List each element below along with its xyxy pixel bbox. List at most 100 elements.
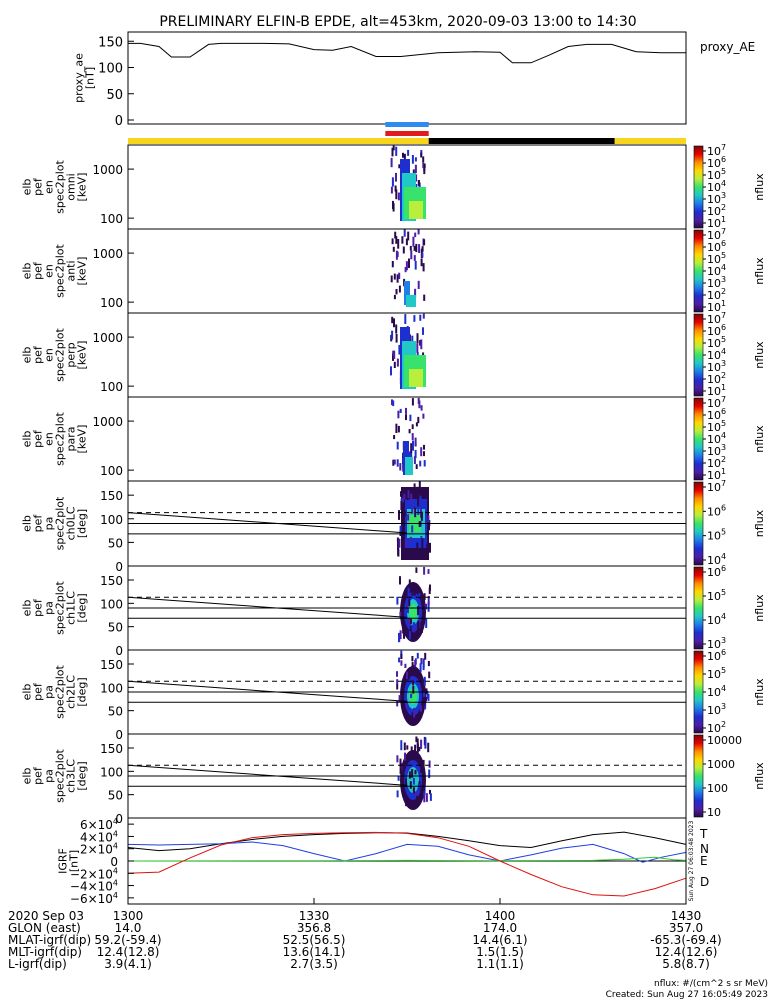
x-axis-value: 356.8 — [297, 921, 331, 935]
spectrogram-pixel — [427, 602, 430, 612]
spectrogram-pixel — [392, 353, 394, 361]
spectrogram-pixel — [420, 405, 423, 411]
spectrogram-pixel — [407, 618, 410, 624]
spectrogram-pixel — [410, 493, 413, 502]
spectrogram-pixel — [403, 493, 406, 499]
x-row-label: MLT-igrf(dip) — [8, 945, 82, 959]
spectrogram-pixel — [402, 693, 405, 701]
spectrogram-pixel — [414, 744, 417, 753]
spectrogram-pixel — [413, 315, 416, 322]
spectrogram-pixel — [427, 742, 430, 753]
colorbar-tick-exponent: 3 — [721, 275, 726, 284]
igrf-y-tick-label: −2×104 — [70, 866, 118, 881]
ylabel-en_anti-0: elb — [21, 263, 34, 280]
colorbar-tick-exponent: 5 — [721, 528, 726, 537]
ylabel-pa_ch0LC-1: pef — [32, 514, 45, 533]
spectrogram-pixel — [416, 343, 419, 353]
spectrogram-pixel — [423, 460, 426, 467]
loss-cone-line — [127, 764, 408, 786]
y-tick-label: 150 — [100, 574, 123, 588]
spectrogram-pixel — [416, 542, 419, 549]
ylabel-pa_ch0LC-4: ch0LC — [65, 506, 78, 540]
orbit-bars — [128, 122, 686, 144]
spectrogram-pixel — [408, 429, 411, 434]
spectrogram-pixel — [397, 775, 400, 781]
spectrogram-pixel — [418, 182, 421, 191]
colorbar-tick-label: 106 — [707, 564, 726, 579]
spectrogram-pixel — [427, 693, 430, 701]
spectrogram-pixel — [411, 507, 414, 514]
spectrogram-pixel — [409, 618, 412, 624]
spectrogram-pixel — [422, 156, 425, 163]
spectrogram-pixel — [427, 569, 430, 574]
ylabel-en_omni-3: spec2plot — [54, 160, 67, 214]
x-axis-value: 357.0 — [669, 921, 703, 935]
colorbar-tick-exponent: 4 — [721, 612, 726, 621]
spectrogram-pixel — [416, 738, 419, 749]
spectrogram-pixel — [395, 423, 398, 433]
spectrogram-pixel — [399, 463, 402, 471]
spectrogram-pixel — [404, 752, 406, 761]
spectrogram-pixel — [422, 327, 424, 335]
y-tick-label: 150 — [100, 658, 123, 672]
spectrogram-pixel — [398, 510, 400, 520]
spectrogram-pixel — [419, 340, 422, 346]
spectrogram-pixel — [396, 755, 399, 763]
spectrogram-pixel — [417, 416, 420, 424]
spectrogram-pixel — [412, 440, 414, 451]
colorbar-tick-exponent: 3 — [721, 636, 726, 645]
spectrogram-pixel — [412, 777, 415, 785]
spectrogram-pixel — [428, 671, 431, 679]
science-zone-bar-red_bar — [385, 131, 429, 136]
y-tick-label: 100 — [100, 296, 123, 310]
x-axis-value: 174.0 — [483, 921, 517, 935]
spectrogram-pixel — [395, 146, 398, 156]
colorbar-tick-exponent: 4 — [721, 684, 726, 693]
spectrogram-pixel — [419, 495, 422, 502]
spectrogram-pixel — [420, 511, 423, 521]
x-axis-value: 14.4(6.1) — [472, 933, 527, 947]
spectrogram-pixel — [390, 186, 393, 194]
flux-region-cyan — [406, 295, 416, 307]
spectrogram-pixel — [409, 781, 412, 789]
spectrogram-pixel — [406, 608, 409, 614]
spectrogram-pixel — [403, 229, 406, 237]
colorbar-tick-exponent: 7 — [721, 143, 726, 152]
colorbar — [693, 481, 704, 566]
spectrogram-pixel — [426, 543, 429, 550]
spectrogram-pixel — [423, 593, 426, 601]
ylabel-pa_ch1LC-5: [deg] — [76, 593, 89, 622]
ylabel-en_perp-0: elb — [21, 347, 34, 364]
colorbar-tick-exponent: 3 — [721, 359, 726, 368]
spectrogram-pixel — [424, 652, 427, 660]
igrf-y-tick-exponent: 4 — [113, 829, 118, 838]
spectrogram-pixel — [415, 736, 418, 743]
spectrogram-pixel — [397, 410, 400, 419]
colorbar — [693, 734, 704, 818]
colorbar-tick-label: 103 — [707, 702, 726, 717]
spectrogram-pixel — [399, 525, 402, 535]
spectrogram-pixel — [414, 437, 417, 447]
ylabel-pa_ch3LC-1: pef — [32, 766, 45, 785]
spectrogram-pixel — [410, 746, 413, 755]
spectrogram-pixel — [413, 664, 415, 674]
spectrogram-pixel — [422, 759, 425, 768]
x-axis-value: 1.1(1.1) — [476, 957, 524, 971]
spectrogram-pixel — [397, 425, 400, 433]
igrf-series-E — [127, 856, 687, 862]
spectrogram-pixel — [426, 490, 429, 498]
spectrogram-pixel — [405, 261, 408, 271]
spectrogram-pixel — [417, 280, 420, 289]
ylabel-en_para-5: [keV] — [76, 425, 89, 454]
colorbar-tick-exponent: 5 — [721, 419, 726, 428]
colorbar-tick-exponent: 6 — [721, 503, 726, 512]
spectrogram-pixel — [415, 184, 418, 189]
spectrogram-pixel — [393, 294, 396, 300]
spectrogram-pixel — [396, 251, 399, 257]
ylabel-en_anti-5: [keV] — [76, 257, 89, 286]
proxy-ae-line — [128, 42, 686, 64]
y-tick-label: 0 — [115, 644, 123, 658]
igrf-y-tick-label: 2×104 — [80, 842, 118, 857]
spectrogram-pixel — [421, 246, 424, 252]
